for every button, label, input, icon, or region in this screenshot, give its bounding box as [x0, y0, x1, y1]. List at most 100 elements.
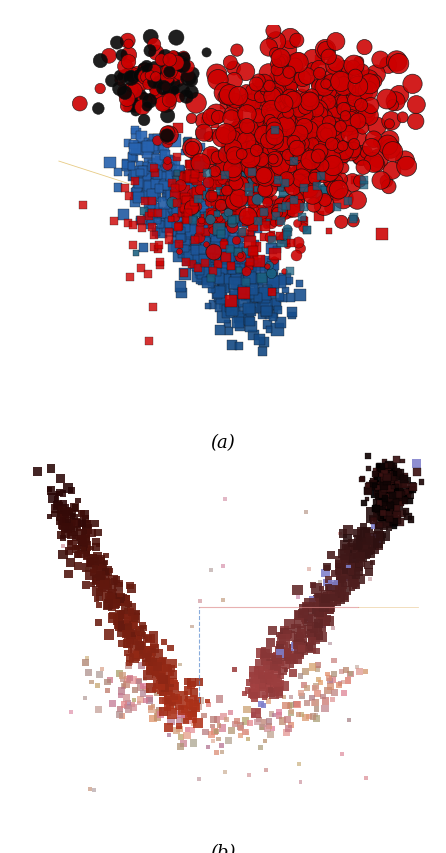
Point	[391, 509, 398, 523]
Point	[320, 169, 327, 183]
Point	[156, 665, 163, 679]
Point	[120, 208, 128, 222]
Point	[403, 485, 410, 499]
Point	[266, 196, 273, 210]
Point	[222, 252, 229, 266]
Point	[169, 679, 176, 693]
Point	[99, 663, 106, 676]
Point	[148, 161, 155, 175]
Point	[298, 140, 305, 154]
Point	[227, 181, 235, 194]
Point	[266, 114, 273, 128]
Point	[148, 703, 155, 717]
Point	[118, 626, 125, 640]
Point	[264, 140, 272, 154]
Point	[259, 676, 266, 690]
Point	[220, 298, 227, 311]
Point	[331, 114, 338, 128]
Point	[144, 177, 151, 191]
Point	[59, 504, 66, 518]
Point	[149, 655, 156, 669]
Point	[346, 84, 353, 97]
Point	[181, 185, 188, 199]
Point	[170, 49, 177, 63]
Point	[59, 548, 66, 562]
Point	[368, 512, 376, 525]
Point	[268, 105, 275, 119]
Point	[388, 476, 395, 490]
Point	[281, 70, 288, 84]
Point	[217, 243, 224, 257]
Point	[279, 640, 286, 653]
Point	[222, 251, 229, 264]
Point	[368, 548, 375, 561]
Point	[356, 548, 363, 561]
Point	[291, 144, 298, 158]
Point	[337, 581, 344, 595]
Point	[90, 564, 97, 577]
Point	[312, 682, 319, 695]
Point	[377, 54, 384, 67]
Point	[143, 684, 150, 698]
Point	[249, 687, 256, 700]
Point	[305, 641, 312, 654]
Point	[148, 654, 155, 668]
Point	[162, 96, 169, 110]
Point	[384, 489, 392, 502]
Point	[91, 561, 99, 575]
Point	[232, 252, 240, 266]
Point	[244, 726, 251, 740]
Point	[128, 606, 135, 620]
Point	[149, 214, 156, 228]
Point	[88, 676, 95, 689]
Point	[152, 71, 159, 84]
Point	[155, 647, 162, 661]
Point	[372, 68, 380, 82]
Point	[57, 514, 64, 528]
Point	[377, 174, 384, 188]
Point	[314, 663, 321, 676]
Point	[128, 583, 135, 596]
Point	[176, 699, 183, 712]
Point	[336, 558, 343, 572]
Point	[256, 678, 264, 692]
Point	[231, 167, 238, 181]
Point	[231, 263, 239, 276]
Point	[299, 162, 306, 176]
Point	[259, 175, 266, 189]
Point	[330, 160, 337, 173]
Point	[77, 548, 84, 561]
Point	[140, 241, 147, 255]
Point	[350, 560, 357, 573]
Point	[305, 95, 312, 108]
Point	[198, 221, 205, 235]
Point	[356, 531, 363, 545]
Point	[376, 461, 383, 475]
Point	[283, 659, 290, 672]
Point	[273, 113, 281, 126]
Point	[235, 260, 242, 274]
Point	[154, 207, 161, 221]
Point	[397, 495, 405, 508]
Point	[322, 595, 329, 608]
Point	[348, 572, 355, 585]
Point	[329, 165, 336, 178]
Point	[382, 487, 389, 501]
Point	[252, 237, 260, 251]
Point	[305, 614, 312, 628]
Point	[303, 505, 310, 519]
Point	[295, 616, 302, 630]
Point	[380, 479, 388, 493]
Point	[74, 494, 82, 508]
Point	[123, 700, 130, 714]
Point	[169, 657, 176, 670]
Point	[131, 612, 138, 625]
Point	[208, 728, 215, 741]
Point	[306, 182, 313, 195]
Point	[266, 670, 273, 684]
Point	[388, 510, 396, 524]
Point	[166, 155, 173, 169]
Point	[345, 547, 352, 560]
Point	[397, 467, 404, 480]
Point	[259, 720, 266, 734]
